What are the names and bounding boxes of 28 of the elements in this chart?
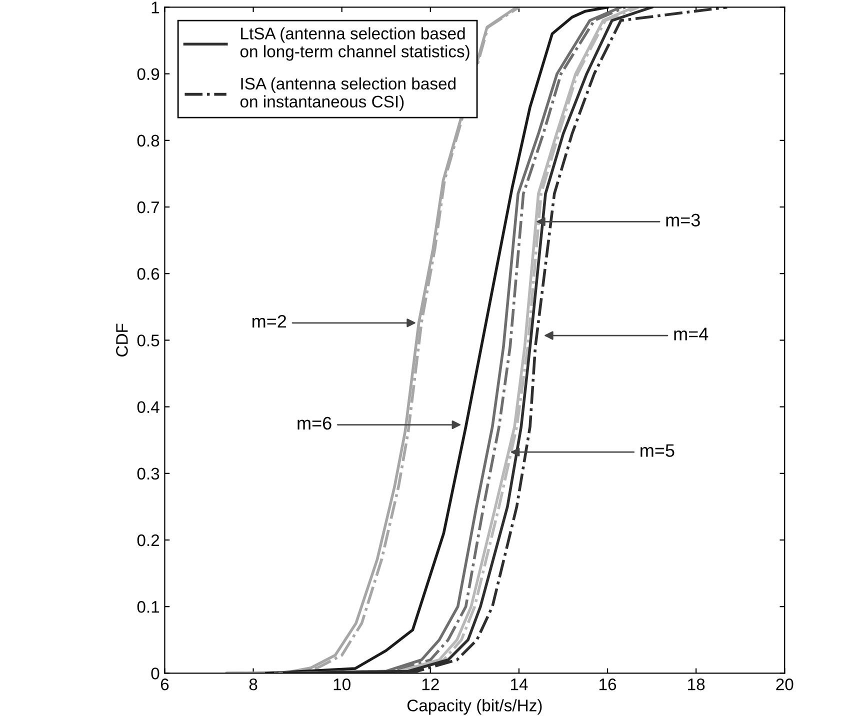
y-tick-label: 0 <box>151 668 160 680</box>
x-tick-label: 14 <box>510 678 528 690</box>
y-tick-label: 0.9 <box>137 68 160 80</box>
x-tick-label: 10 <box>334 678 350 690</box>
x-tick-label: 16 <box>600 678 616 690</box>
y-tick-label: 0.7 <box>137 201 160 214</box>
y-tick-label: 0.4 <box>137 401 160 414</box>
x-tick-label: 18 <box>688 678 705 690</box>
annotation: m=2 <box>252 314 286 328</box>
y-tick-label: 0.2 <box>137 534 160 546</box>
annotation: m=5 <box>640 444 674 457</box>
y-tick-label: 0.6 <box>137 268 160 280</box>
annotation: m=3 <box>666 214 700 226</box>
annotation: m=4 <box>674 328 708 340</box>
y-tick-label: 0.5 <box>137 334 160 346</box>
y-tick-label: 0.1 <box>137 601 160 613</box>
x-tick-label: 20 <box>776 678 794 690</box>
annotation: m=6 <box>298 416 332 430</box>
x-axis-title: Capacity (bit/s/Hz) <box>407 699 542 715</box>
y-tick-label: 0.8 <box>137 134 160 147</box>
legend-label: LtSA (antenna selection based on long-term channel statistics) <box>240 27 470 61</box>
y-tick-label: 0.3 <box>137 468 160 480</box>
x-tick-label: 8 <box>249 678 258 690</box>
x-tick-label: 12 <box>422 678 439 690</box>
y-axis-title: CDF <box>116 324 128 356</box>
y-tick-label: 1 <box>152 2 160 14</box>
x-tick-label: 6 <box>160 678 169 690</box>
legend-label: ISA (antenna selection based on instantaneous CSI) <box>240 77 456 111</box>
